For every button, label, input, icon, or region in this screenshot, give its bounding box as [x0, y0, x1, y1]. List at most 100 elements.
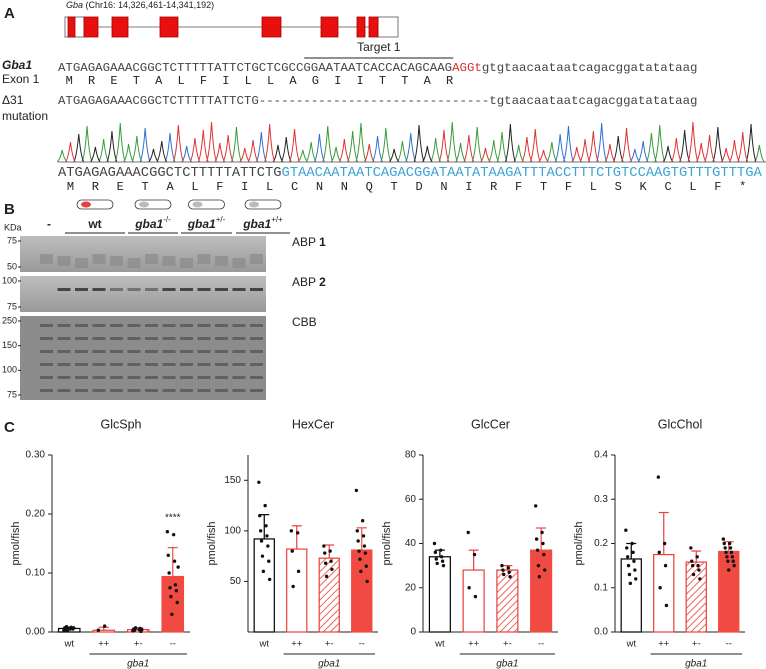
significance: ****: [165, 512, 181, 523]
gel-band: [145, 350, 158, 353]
gel-band: [127, 258, 141, 268]
amino-acid: R: [92, 180, 99, 194]
amino-acid: R: [490, 180, 497, 194]
data-point: [628, 581, 633, 586]
data-point: [625, 555, 630, 559]
y-axis-label: pmol/fish: [573, 521, 585, 565]
y-tick-label: 20: [405, 582, 417, 593]
gel-band: [145, 376, 158, 379]
gel-band: [197, 389, 211, 392]
data-point: [96, 628, 101, 632]
gel-band: [145, 254, 158, 264]
gel-band: [75, 337, 88, 340]
data-point: [691, 572, 696, 577]
data-point: [536, 563, 541, 568]
amino-acid: L: [689, 180, 696, 194]
gel-band: [232, 363, 246, 366]
data-point: [364, 564, 368, 568]
y-tick-label: 80: [405, 450, 417, 461]
marker-label: 100: [2, 275, 17, 285]
gel-band: [180, 389, 193, 392]
data-point: [266, 544, 270, 548]
gel-band: [57, 256, 71, 266]
data-point: [542, 552, 546, 557]
amino-acid: A: [166, 180, 174, 194]
data-point: [360, 519, 365, 523]
gel-number: 2: [319, 275, 326, 289]
gel-band: [162, 256, 176, 266]
gel-band: [110, 324, 123, 327]
lane-label: gba1+/-: [187, 215, 226, 231]
data-point: [356, 539, 360, 543]
amino-acid: C: [664, 180, 671, 194]
lane-name: gba1: [134, 217, 163, 231]
gel-band: [127, 324, 141, 327]
gel-band: [40, 389, 53, 392]
gene-label: Gba1: [2, 58, 32, 72]
utr: [377, 16, 399, 38]
amino-acid: N: [440, 180, 447, 194]
data-point: [664, 603, 669, 608]
gel-band: [40, 337, 53, 340]
data-point: [323, 561, 328, 565]
lane-label: -: [47, 217, 51, 231]
amino-acid: M: [66, 74, 73, 88]
gel-band: [180, 288, 193, 291]
amino-acid: I: [222, 74, 229, 88]
amino-acid: I: [241, 180, 248, 194]
gel-band: [127, 337, 141, 340]
panel-label: C: [4, 419, 15, 436]
group-label: gba1: [318, 659, 340, 669]
data-point: [721, 537, 726, 541]
gel-band: [215, 376, 228, 379]
gel-band: [250, 288, 263, 291]
exon: [83, 16, 99, 38]
data-point: [537, 574, 542, 579]
lane-genotype: +/+: [271, 215, 283, 224]
gel-band: [75, 258, 88, 268]
data-point: [534, 504, 538, 508]
chart-title: HexCer: [292, 417, 334, 431]
x-tick-label: wt: [64, 639, 75, 650]
gel-band: [215, 389, 228, 392]
data-point: [727, 541, 732, 546]
gel-band: [145, 324, 158, 327]
sequence: ATGAGAGAAACGGCTCTTTTTATTCTGGTAACAATAATCA…: [58, 166, 762, 181]
mutation-label: mutation: [2, 109, 48, 123]
data-point: [72, 626, 76, 630]
data-point: [662, 541, 667, 546]
y-tick-label: 150: [224, 475, 241, 486]
panel-label: B: [4, 201, 15, 218]
gel-band: [110, 389, 123, 392]
y-tick-label: 0.4: [594, 450, 608, 461]
amino-acid: C: [291, 180, 298, 194]
marker-label: 150: [2, 340, 17, 350]
amino-acid: L: [266, 180, 273, 194]
marker-label: 50: [7, 261, 17, 271]
exon: [111, 16, 129, 38]
data-point: [723, 546, 727, 550]
bar: [620, 558, 642, 633]
bar: [718, 550, 740, 633]
data-point: [435, 561, 439, 566]
gel-band: [232, 258, 246, 268]
amino-acid: F: [200, 74, 207, 88]
data-point: [540, 530, 544, 535]
gel-band: [250, 376, 263, 379]
gel-band: [127, 350, 141, 353]
gel-band: [232, 337, 246, 340]
amino-acid: N: [341, 180, 348, 194]
lane-genotype: -/-: [163, 215, 171, 224]
y-tick-label: 60: [405, 494, 417, 505]
gel-band: [250, 254, 263, 264]
data-point: [261, 569, 266, 574]
gel-band: [232, 288, 246, 291]
data-point: [174, 589, 179, 593]
gel-band: [40, 376, 53, 379]
data-point: [630, 541, 634, 546]
gel-band: [162, 288, 176, 291]
gel-band: [127, 389, 141, 392]
gel-band: [232, 376, 246, 379]
gel-band: [215, 363, 228, 366]
lane-name: gba1: [187, 217, 216, 231]
